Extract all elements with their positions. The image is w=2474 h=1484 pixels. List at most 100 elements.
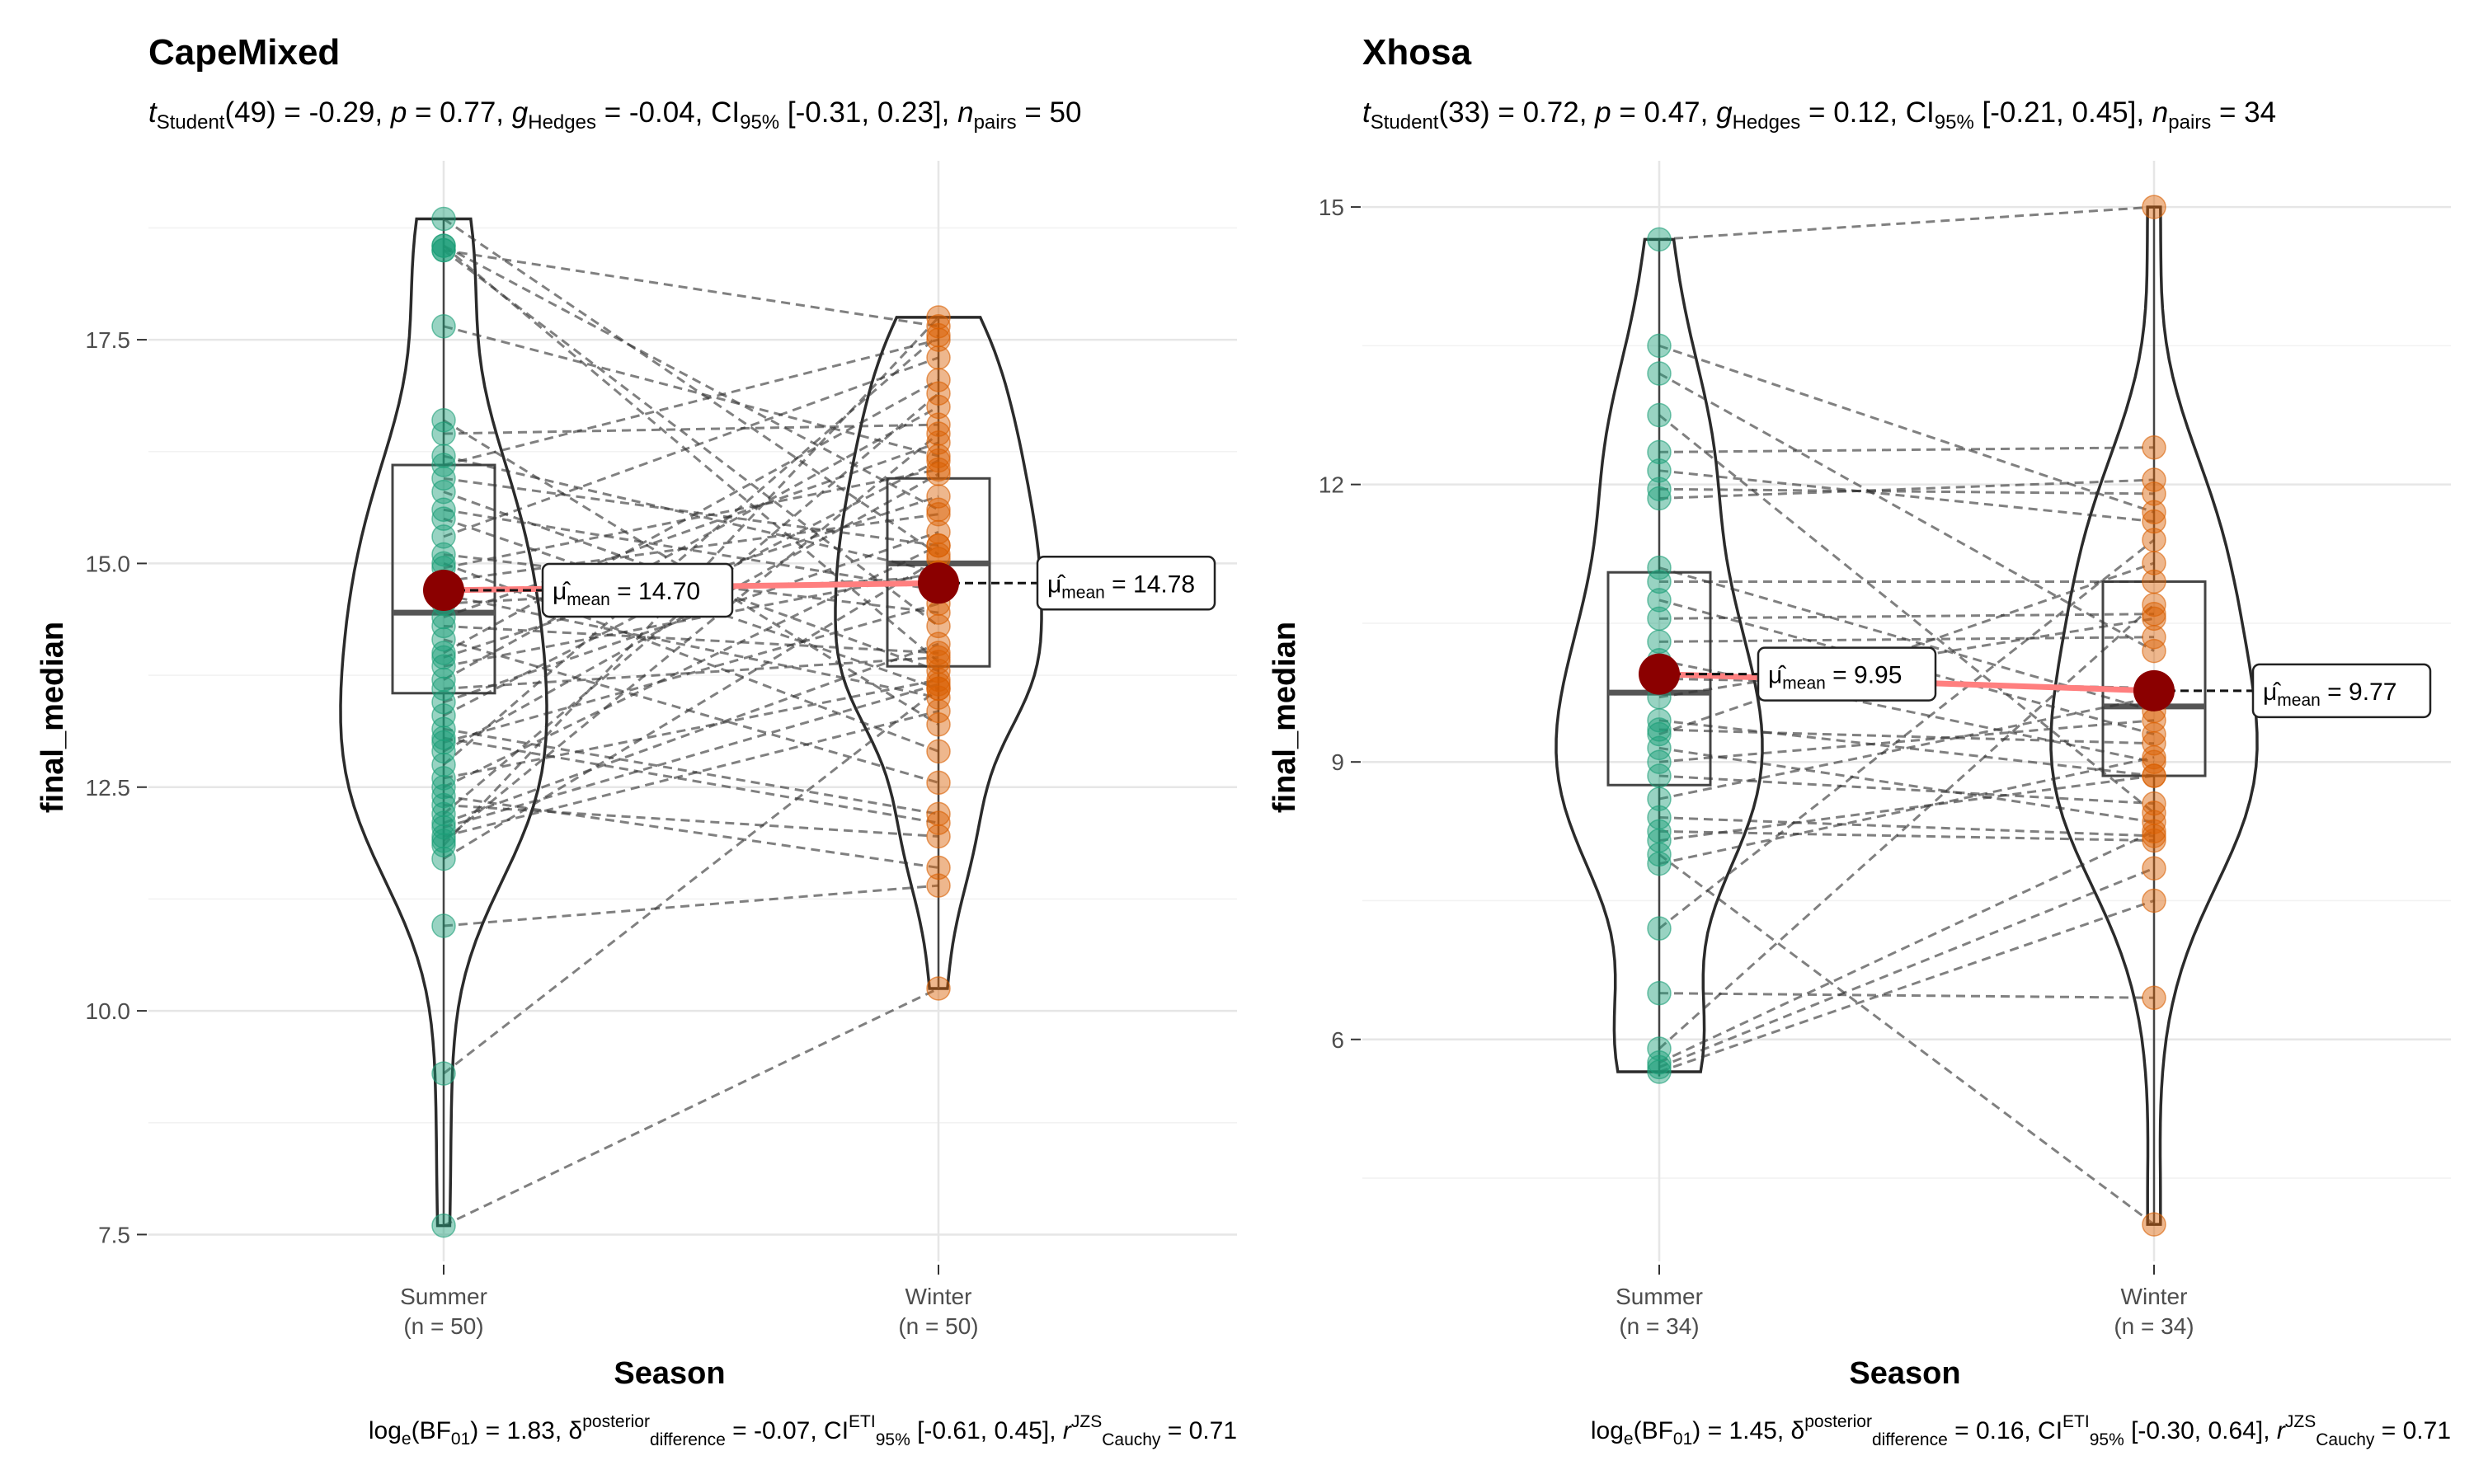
data-point-summer: [431, 627, 456, 652]
data-point-winter: [926, 976, 951, 1001]
data-point-summer: [1647, 787, 1672, 811]
pair-line: [443, 884, 939, 928]
data-point-winter: [2142, 810, 2166, 834]
data-point-summer: [1647, 402, 1672, 428]
data-point-summer: [431, 689, 456, 715]
mean-point: [2133, 669, 2175, 711]
data-point-summer: [431, 667, 456, 693]
data-point-summer: [1647, 439, 1672, 465]
mean-label: μ̂mean = 14.78: [1047, 571, 1195, 602]
pair-line: [1658, 774, 2155, 843]
data-point-summer: [431, 497, 456, 523]
data-point-summer: [431, 752, 456, 777]
data-point-summer: [431, 846, 456, 871]
data-point-winter: [926, 305, 951, 330]
pair-line: [1658, 756, 2155, 866]
data-point-winter: [2142, 744, 2166, 770]
pair-line: [443, 249, 939, 328]
pair-line: [1658, 719, 2155, 777]
panel-subtitle: tStudent(33) = 0.72, p = 0.47, gHedges =…: [1362, 96, 2276, 134]
pair-line: [1658, 866, 2155, 1068]
data-point-winter: [926, 685, 951, 710]
pair-line: [443, 454, 939, 574]
data-point-summer: [431, 206, 456, 232]
data-point-summer: [431, 314, 456, 339]
y-tick-label: 15.0: [86, 551, 131, 576]
data-point-summer: [431, 775, 456, 800]
pair-line: [1658, 603, 2156, 1050]
data-point-winter: [926, 394, 951, 420]
data-point-winter: [926, 873, 951, 898]
mean-point: [1639, 653, 1680, 695]
pair-line: [443, 441, 939, 618]
panel-subtitle: tStudent(49) = -0.29, p = 0.77, gHedges …: [148, 96, 1081, 134]
data-point-winter: [2142, 763, 2166, 788]
pair-line: [1658, 636, 2155, 643]
pair-line: [1658, 659, 2155, 763]
data-point-summer: [431, 766, 456, 791]
panel-xhosa: Xhosa tStudent(33) = 0.72, p = 0.47, gHe…: [1268, 32, 2451, 1449]
violin-summer: [339, 217, 548, 1228]
plot-area: 6 9 12 15 Summer (n = 34) Winter (n = 34) μ̂mean…: [1319, 161, 2451, 1339]
data-point-winter: [926, 533, 951, 558]
pair-line: [443, 795, 939, 869]
x-axis-title: Season: [614, 1356, 725, 1391]
data-point-winter: [926, 484, 951, 509]
pair-line: [1658, 617, 2155, 699]
data-point-winter: [926, 810, 951, 835]
pair-line: [443, 406, 939, 681]
data-point-summer: [1647, 569, 1672, 594]
data-point-winter: [926, 613, 951, 639]
plot-area: 7.5 10.0 12.5 15.0 17.5 Summer (n = 50) Winter (…: [86, 161, 1237, 1339]
data-point-summer: [431, 479, 456, 505]
mean-label-box: [1757, 646, 1937, 702]
data-point-winter: [926, 712, 951, 737]
data-point-summer: [431, 444, 456, 468]
data-point-summer: [1647, 842, 1672, 867]
pair-line: [443, 334, 939, 766]
pair-line: [1658, 561, 2155, 735]
pair-line: [443, 517, 939, 690]
data-point-winter: [2142, 791, 2166, 816]
data-point-summer: [1647, 851, 1672, 876]
x-tick-n-label: (n = 34): [2114, 1313, 2194, 1339]
pair-line: [443, 736, 939, 824]
x-tick-label: Winter: [2121, 1284, 2188, 1309]
x-tick-label: Summer: [1616, 1284, 1703, 1309]
data-point-summer: [431, 1061, 456, 1086]
data-point-winter: [2142, 195, 2166, 219]
pair-line: [443, 467, 939, 570]
pair-line: [443, 244, 939, 511]
data-point-summer: [431, 726, 456, 750]
mean-point: [918, 562, 959, 604]
data-point-winter: [926, 322, 951, 348]
pair-line: [443, 688, 939, 1075]
data-point-winter: [2142, 819, 2166, 844]
pair-line: [1658, 829, 2155, 843]
data-point-winter: [926, 698, 951, 724]
pair-line: [443, 593, 939, 699]
data-point-summer: [1647, 486, 1672, 511]
data-point-summer: [1647, 763, 1672, 788]
pair-line: [443, 710, 939, 838]
data-point-summer: [1647, 735, 1672, 761]
pair-line: [443, 727, 939, 815]
x-tick-label: Summer: [400, 1284, 487, 1309]
data-point-winter: [2142, 856, 2166, 881]
pair-line: [1658, 487, 2155, 495]
y-tick-label: 9: [1331, 749, 1344, 775]
pair-line: [443, 683, 939, 829]
data-point-winter: [2142, 509, 2166, 534]
pair-line: [443, 638, 939, 784]
data-point-winter: [2142, 435, 2166, 460]
y-tick-label: 12.5: [86, 775, 131, 801]
pair-line: [443, 602, 939, 744]
data-point-winter: [926, 519, 951, 545]
data-point-winter: [2142, 985, 2166, 1011]
data-point-winter: [2142, 592, 2166, 618]
data-point-winter: [926, 430, 951, 455]
data-point-winter: [926, 676, 951, 702]
data-point-winter: [926, 770, 951, 796]
y-tick-label: 17.5: [86, 327, 131, 353]
